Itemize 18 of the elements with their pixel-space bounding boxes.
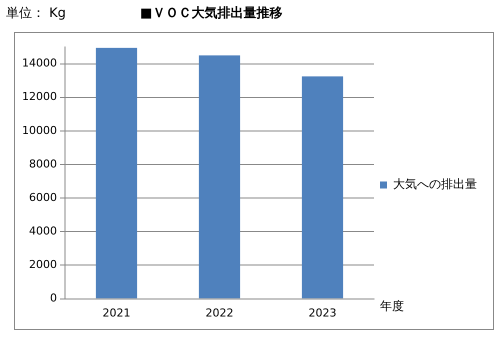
y-tick-label: 8000	[28, 157, 57, 170]
y-tick-label: 12000	[22, 90, 57, 104]
y-tick-label: 2000	[28, 258, 57, 272]
legend-label: 大気への排出量	[393, 177, 477, 192]
bar	[96, 48, 138, 298]
y-axis-title: 単位： Kg	[6, 5, 66, 22]
x-tick-label: 2023	[308, 306, 336, 320]
y-tick-label: 6000	[28, 190, 57, 204]
x-tick-label: 2022	[205, 306, 234, 320]
chart-title: ■ＶＯＣ大気排出量推移	[140, 5, 282, 22]
x-axis-title: 年度	[380, 298, 404, 313]
bar	[302, 76, 344, 298]
y-tick-label: 14000	[22, 56, 57, 70]
y-tick-label: 10000	[22, 124, 57, 137]
bar	[198, 55, 240, 298]
y-tick-label: 4000	[28, 224, 57, 238]
y-tick-label: 0	[50, 292, 57, 305]
x-tick-label: 2021	[102, 306, 130, 320]
